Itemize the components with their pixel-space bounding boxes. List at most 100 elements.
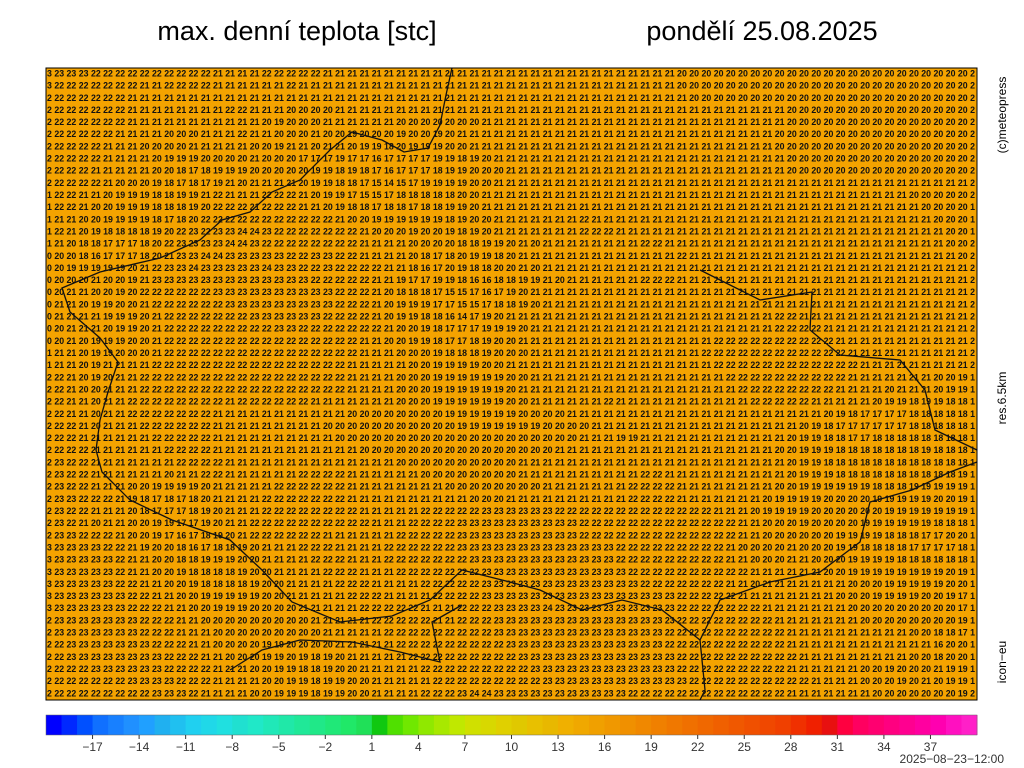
value-row: 2 23 23 23 23 23 23 23 22 22 22 21 21 20… bbox=[47, 615, 975, 625]
value-row: 1 21 21 20 19 21 21 21 21 22 22 22 22 22… bbox=[47, 360, 975, 370]
model: icon−eu bbox=[995, 641, 1009, 683]
border bbox=[699, 269, 978, 451]
colorbar-tick-label: 25 bbox=[738, 740, 752, 754]
value-row: 1 22 22 21 21 20 19 19 19 18 18 19 19 21… bbox=[47, 190, 975, 200]
value-row: 2 22 21 21 20 21 21 22 22 22 22 22 22 22… bbox=[47, 409, 975, 419]
colorbar-segment bbox=[604, 715, 621, 735]
colorbar-segment bbox=[123, 715, 140, 735]
colorbar-segment bbox=[92, 715, 109, 735]
colorbar-segment bbox=[852, 715, 869, 735]
colorbar-segment bbox=[728, 715, 745, 735]
colorbar-tick-label: 13 bbox=[551, 740, 565, 754]
colorbar-tick-label: 28 bbox=[784, 740, 798, 754]
colorbar-segment bbox=[294, 715, 311, 735]
colorbar-segment bbox=[449, 715, 466, 735]
colorbar-segment bbox=[620, 715, 637, 735]
colorbar-segment bbox=[713, 715, 730, 735]
colorbar-segment bbox=[930, 715, 947, 735]
colorbar-tick-label: −14 bbox=[129, 740, 150, 754]
borders bbox=[61, 67, 978, 701]
value-row: 0 20 21 21 21 20 19 19 20 21 22 22 22 22… bbox=[47, 324, 975, 334]
colorbar-segment bbox=[495, 715, 512, 735]
value-grid: 3 23 23 23 22 22 22 22 22 22 22 22 22 22… bbox=[47, 68, 975, 698]
colorbar-segment bbox=[418, 715, 435, 735]
colorbar-segment bbox=[77, 715, 94, 735]
value-row: 2 22 22 22 22 22 22 21 21 21 21 21 21 21… bbox=[47, 117, 975, 127]
colorbar-tick-label: 34 bbox=[877, 740, 891, 754]
colorbar-tick-label: −2 bbox=[318, 740, 332, 754]
value-row: 2 22 22 22 22 22 22 21 21 21 21 21 21 21… bbox=[47, 93, 975, 103]
colorbar-segment bbox=[542, 715, 559, 735]
colorbar-segment bbox=[201, 715, 218, 735]
value-row: 2 22 23 23 23 23 23 23 23 22 22 22 21 21… bbox=[47, 640, 975, 650]
colorbar-segment bbox=[697, 715, 714, 735]
value-row: 2 23 22 22 21 21 21 21 21 21 20 21 21 22… bbox=[47, 470, 975, 480]
colorbar-segment bbox=[651, 715, 668, 735]
colorbar-segment bbox=[185, 715, 202, 735]
value-row: 2 22 22 22 22 21 21 21 21 20 19 19 19 20… bbox=[47, 154, 975, 164]
value-row: 3 23 23 23 23 23 23 22 22 22 21 21 20 20… bbox=[47, 603, 975, 613]
colorbar-segment bbox=[139, 715, 156, 735]
value-row: 0 20 19 19 19 19 19 20 21 22 23 23 24 23… bbox=[47, 263, 975, 273]
border bbox=[699, 639, 706, 701]
value-row: 1 21 21 20 19 19 20 20 20 21 22 22 22 22… bbox=[47, 348, 975, 358]
value-row: 2 23 22 22 21 21 21 21 21 21 21 22 22 22… bbox=[47, 457, 975, 467]
colorbar-tick-label: 1 bbox=[369, 740, 376, 754]
value-row: 2 22 21 21 20 21 21 22 22 22 22 22 22 22… bbox=[47, 397, 975, 407]
run-time: 2025−08−23−12:00 bbox=[900, 752, 1005, 766]
colorbar-segment bbox=[170, 715, 187, 735]
value-row: 0 20 21 20 19 19 19 20 20 21 22 22 22 22… bbox=[47, 336, 975, 346]
value-row: 2 22 22 22 22 22 21 21 21 21 20 20 20 21… bbox=[47, 129, 975, 139]
value-row: 3 23 23 23 23 23 22 21 21 20 20 18 18 19… bbox=[47, 555, 975, 565]
colorbar-segment bbox=[263, 715, 280, 735]
colorbar-tick-label: 4 bbox=[415, 740, 422, 754]
colorbar-segment bbox=[914, 715, 931, 735]
colorbar-segment bbox=[232, 715, 249, 735]
colorbar-segment bbox=[480, 715, 497, 735]
colorbar-segment bbox=[154, 715, 171, 735]
colorbar-segment bbox=[883, 715, 900, 735]
value-row: 2 22 22 22 22 22 22 21 21 21 21 21 21 21… bbox=[47, 105, 975, 115]
colorbar-segment bbox=[775, 715, 792, 735]
value-row: 3 23 23 23 22 22 22 22 22 22 22 22 22 22… bbox=[47, 68, 975, 78]
colorbar-segment bbox=[821, 715, 838, 735]
colorbar-tick-label: −17 bbox=[82, 740, 103, 754]
value-row: 3 23 23 23 23 23 23 22 22 21 21 20 20 19… bbox=[47, 591, 975, 601]
colorbar-segment bbox=[464, 715, 481, 735]
colorbar-segment bbox=[309, 715, 326, 735]
colorbar-segment bbox=[945, 715, 962, 735]
colorbar-segment bbox=[759, 715, 776, 735]
colorbar-tick-label: 16 bbox=[598, 740, 612, 754]
value-row: 2 22 22 22 22 21 20 20 20 19 18 17 18 17… bbox=[47, 178, 975, 188]
colorbar-segment bbox=[868, 715, 885, 735]
colorbar-segment bbox=[589, 715, 606, 735]
value-row: 2 22 22 22 22 22 22 23 23 23 23 22 22 22… bbox=[47, 676, 975, 686]
colorbar-segment bbox=[558, 715, 575, 735]
colorbar-segment bbox=[402, 715, 419, 735]
value-row: 0 20 21 21 20 20 19 20 22 22 22 22 22 22… bbox=[47, 287, 975, 297]
value-row: 0 21 21 21 21 19 19 19 20 21 22 22 22 22… bbox=[47, 312, 975, 322]
value-row: 3 23 23 23 23 23 22 22 21 21 20 20 19 18… bbox=[47, 579, 975, 589]
value-row: 2 22 22 22 22 22 22 22 22 23 23 23 22 21… bbox=[47, 688, 975, 698]
value-row: 0 21 21 20 19 19 20 20 21 22 22 22 22 22… bbox=[47, 299, 975, 309]
colorbar-segment bbox=[216, 715, 233, 735]
country-border bbox=[61, 67, 978, 642]
copyright: (c)meteopress bbox=[995, 77, 1009, 154]
value-row: 3 22 22 22 22 22 22 22 21 21 22 22 22 22… bbox=[47, 81, 975, 91]
colorbar-segment bbox=[387, 715, 404, 735]
colorbar-segment bbox=[278, 715, 295, 735]
map-background bbox=[46, 68, 977, 700]
colorbar-segment bbox=[108, 715, 125, 735]
colorbar-tick-label: 22 bbox=[691, 740, 705, 754]
value-row: 3 23 23 23 23 23 22 21 21 20 20 19 18 18… bbox=[47, 567, 975, 577]
value-row: 2 22 23 23 23 23 23 23 23 23 22 22 22 21… bbox=[47, 652, 975, 662]
value-row: 2 23 22 22 21 21 21 20 18 17 17 17 18 19… bbox=[47, 506, 975, 516]
colorbar-tick-label: 31 bbox=[831, 740, 845, 754]
value-row: 2 22 22 22 22 21 21 21 20 20 20 20 21 21… bbox=[47, 141, 975, 151]
colorbar-segment bbox=[61, 715, 78, 735]
value-row: 1 22 21 20 19 18 18 18 18 19 20 22 23 22… bbox=[47, 226, 975, 236]
colorbar-segment bbox=[635, 715, 652, 735]
value-row: 1 21 20 18 18 17 17 17 18 20 22 23 23 23… bbox=[47, 239, 975, 249]
colorbar-segment bbox=[371, 715, 388, 735]
